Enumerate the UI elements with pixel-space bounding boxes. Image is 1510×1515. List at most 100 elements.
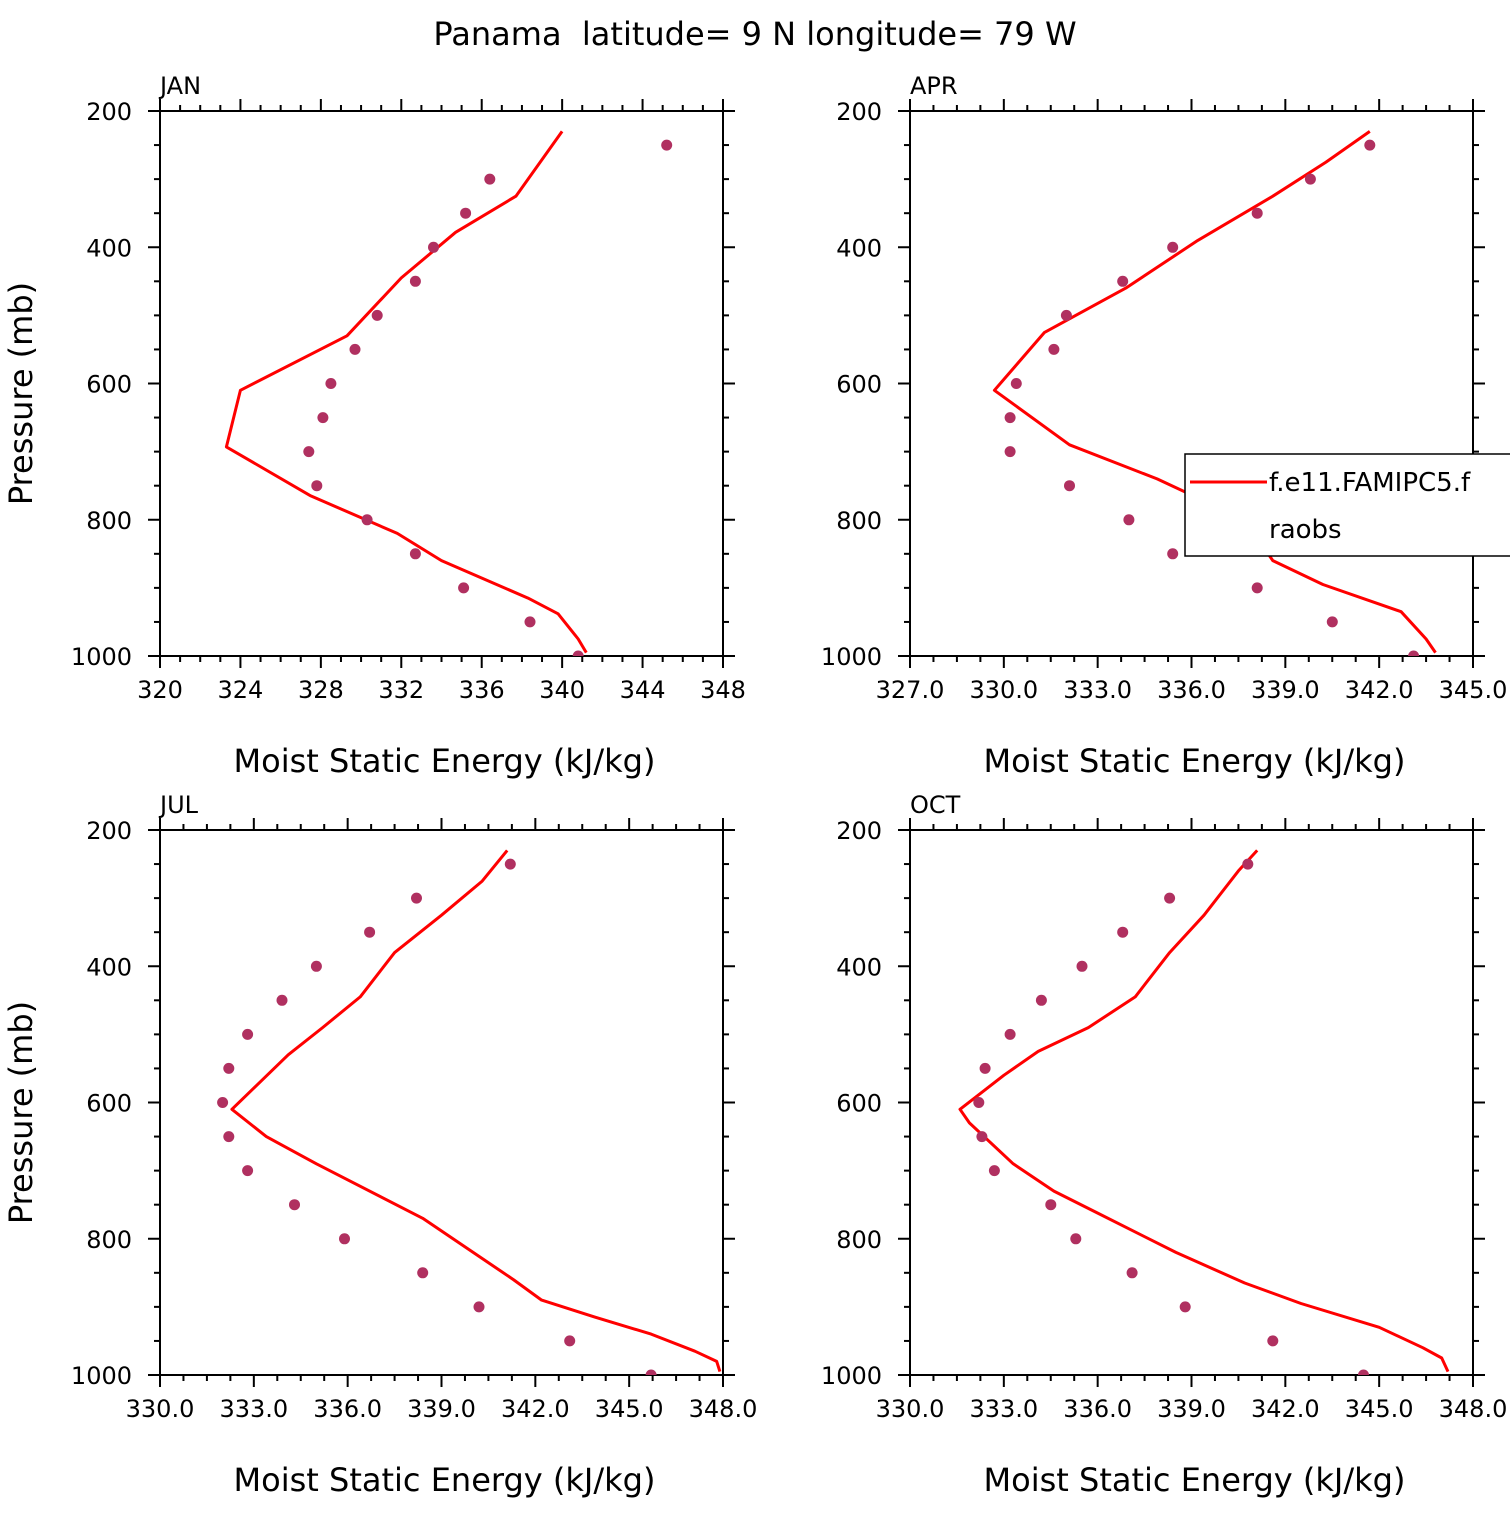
y-tick-label: 1000 [821, 1362, 882, 1390]
raobs-point [1117, 275, 1129, 287]
x-tick-label: 342.0 [1345, 676, 1414, 704]
y-tick-label: 400 [836, 234, 882, 262]
raobs-point [311, 480, 323, 492]
raobs-point [417, 1267, 429, 1279]
raobs-point [1123, 514, 1135, 526]
raobs-point [325, 378, 337, 389]
x-tick-label: 333.0 [1063, 676, 1132, 704]
raobs-point [364, 926, 376, 938]
y-tick-label: 1000 [71, 1362, 132, 1390]
raobs-point [661, 139, 673, 151]
model-series-line [992, 130, 1437, 654]
y-tick-label: 200 [86, 817, 132, 845]
raobs-point [1164, 892, 1176, 904]
raobs-point [1076, 960, 1088, 972]
raobs-point [276, 994, 288, 1006]
raobs-point [1004, 446, 1016, 458]
raobs-point [1004, 412, 1016, 424]
model-series-line [958, 849, 1450, 1373]
raobs-point [524, 616, 536, 628]
raobs-point [217, 1097, 229, 1108]
y-tick-label: 600 [86, 371, 132, 399]
x-tick-label: 332 [378, 676, 424, 704]
x-tick-label: 348.0 [689, 1395, 758, 1423]
raobs-point [1035, 994, 1047, 1006]
raobs-point [1004, 1028, 1016, 1040]
raobs-point [361, 514, 373, 526]
raobs-point [428, 241, 439, 253]
x-axis-label: Moist Static Energy (kJ/kg) [234, 1461, 656, 1499]
raobs-point [572, 650, 584, 656]
raobs-point [1117, 926, 1129, 938]
y-tick-label: 400 [86, 953, 132, 981]
raobs-point [317, 412, 329, 424]
x-tick-label: 340 [539, 676, 585, 704]
y-tick-label: 1000 [71, 643, 132, 671]
x-tick-label: 330.0 [876, 1395, 945, 1423]
plot-area [217, 849, 722, 1375]
raobs-point [1045, 1199, 1057, 1211]
y-tick-label: 400 [86, 234, 132, 262]
raobs-point [988, 1165, 1000, 1177]
x-tick-label: 336.0 [1063, 1395, 1132, 1423]
raobs-point [1060, 309, 1072, 321]
raobs-point [1167, 241, 1179, 253]
raobs-point [473, 1301, 485, 1313]
plot-frame [909, 110, 1474, 657]
raobs-point [223, 1062, 235, 1074]
x-tick-label: 328 [298, 676, 344, 704]
x-axis-label: Moist Static Energy (kJ/kg) [234, 742, 656, 780]
raobs-point [1010, 378, 1022, 389]
plot-frame [159, 829, 724, 1376]
raobs-point [1179, 1301, 1191, 1313]
legend: f.e11.FAMIPC5.f raobs [1184, 453, 1510, 557]
panel-label: OCT [910, 791, 961, 819]
y-tick-label: 800 [836, 507, 882, 535]
raobs-point [645, 1369, 657, 1375]
y-tick-label: 600 [836, 1090, 882, 1118]
raobs-point [976, 1131, 988, 1143]
legend-box [1184, 453, 1510, 557]
raobs-point [1358, 1369, 1369, 1375]
x-tick-label: 327.0 [876, 676, 945, 704]
raobs-point [349, 343, 361, 355]
figure-title: Panama latitude= 9 N longitude= 79 W [433, 15, 1076, 53]
raobs-point [1251, 582, 1263, 594]
x-tick-label: 339.0 [407, 1395, 476, 1423]
raobs-point [564, 1335, 576, 1347]
panel-label: JAN [158, 72, 201, 100]
panel-apr: 327.0 330.0 333.0 336.0 339.0 342.0 345.0 200 40… [821, 72, 1507, 780]
raobs-point [458, 582, 470, 594]
raobs-point [1242, 858, 1254, 870]
y-tick-label: 800 [86, 507, 132, 535]
x-tick-label: 324 [218, 676, 264, 704]
y-tick-label: 800 [836, 1226, 882, 1254]
x-tick-label: 330.0 [126, 1395, 195, 1423]
y-axis-label: Pressure (mb) [2, 1001, 40, 1224]
raobs-point [1326, 616, 1338, 628]
panel-jul: 330.0 333.0 336.0 339.0 342.0 345.0 348.0 200 40… [2, 791, 757, 1499]
y-tick-label: 600 [86, 1090, 132, 1118]
raobs-point [310, 960, 322, 972]
y-tick-label: 200 [836, 98, 882, 126]
plot-area [958, 849, 1450, 1375]
x-tick-label: 336.0 [313, 1395, 382, 1423]
panel-label: APR [910, 72, 958, 100]
raobs-point [484, 173, 496, 185]
plot-area [224, 130, 673, 656]
panel-jan: 320 324 328 332 336 340 344 348 200 400 600 800 1000… [2, 72, 746, 780]
raobs-point [1251, 207, 1263, 219]
y-tick-label: 1000 [821, 643, 882, 671]
raobs-point [1064, 480, 1075, 492]
x-tick-label: 345.0 [595, 1395, 664, 1423]
x-tick-label: 348.0 [1439, 1395, 1508, 1423]
x-tick-label: 333.0 [969, 1395, 1038, 1423]
raobs-point [1070, 1233, 1082, 1245]
x-tick-label: 330.0 [969, 676, 1038, 704]
raobs-point [411, 892, 422, 904]
x-tick-label: 339.0 [1251, 676, 1320, 704]
x-tick-label: 345.0 [1345, 1395, 1414, 1423]
raobs-point [1126, 1267, 1138, 1279]
x-tick-label: 336 [459, 676, 505, 704]
